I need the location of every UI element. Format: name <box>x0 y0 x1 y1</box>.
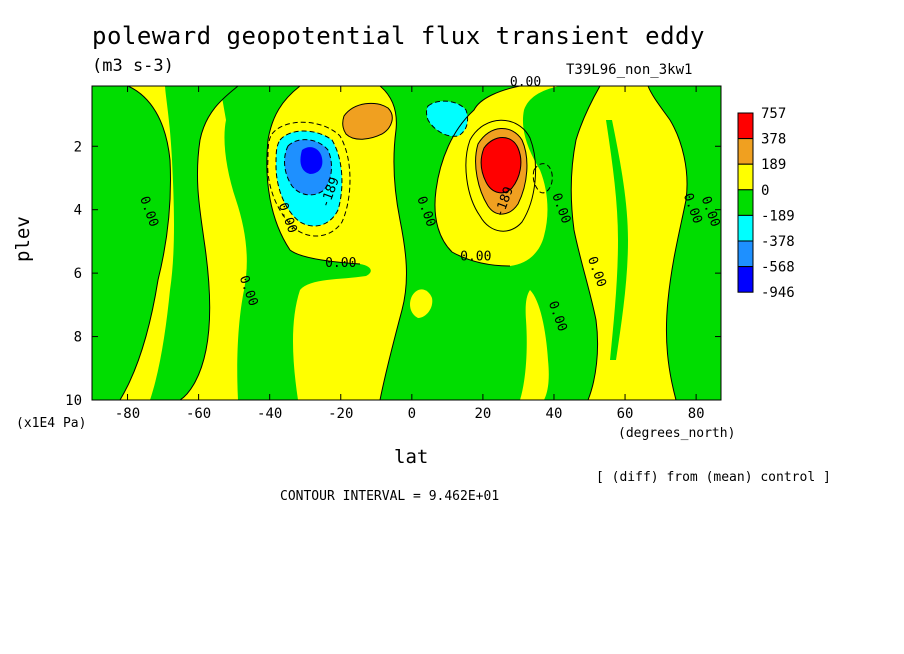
region-pos-island <box>410 289 433 318</box>
region-neg-core-peak <box>300 147 323 174</box>
contour-zero-6 <box>570 86 601 400</box>
region-neg-sh-polar <box>92 86 171 400</box>
diff-note: [ (diff) from (mean) control ] <box>596 470 831 485</box>
colorbar-swatch-6 <box>737 266 754 293</box>
y-axis-label: plev <box>12 216 34 262</box>
x-axis-units: (degrees_north) <box>618 426 736 441</box>
colorbar-label-5: -378 <box>761 234 795 250</box>
contour-label-0: 0.00 <box>510 75 541 90</box>
region-pos-band-east <box>520 290 549 400</box>
contour-neg-ne <box>532 163 553 194</box>
colorbar-label-7: -946 <box>761 285 795 301</box>
chart-title: poleward geopotential flux transient edd… <box>92 22 705 50</box>
contour-zero-4 <box>379 86 407 400</box>
y-tick-label-2: 6 <box>74 266 82 282</box>
x-tick-label-4: 0 <box>408 406 416 422</box>
colorbar-swatch-3 <box>737 189 754 216</box>
colorbar: 757 378 189 0 -189 -378 -568 -946 <box>737 106 795 301</box>
x-tick-label-2: -40 <box>257 406 282 422</box>
region-neg-sh-mid <box>220 86 371 400</box>
contour-zero-2 <box>179 86 239 400</box>
run-name: T39L96_non_3kw1 <box>566 62 693 78</box>
contour-label-5: 0.00 <box>325 256 356 271</box>
colorbar-label-3: 0 <box>761 183 769 199</box>
x-tick-label-8: 80 <box>688 406 705 422</box>
contour-neg-sh-3 <box>267 121 351 237</box>
contour-pos-nh-1 <box>475 128 528 215</box>
plot-frame <box>91 85 722 401</box>
colorbar-swatch-4 <box>737 214 754 242</box>
contour-label-8: 0.00 <box>460 249 491 264</box>
contour-zero-5 <box>434 86 521 267</box>
colorbar-swatch-0 <box>737 112 754 140</box>
y-axis-units: (x1E4 Pa) <box>16 416 87 431</box>
chart-units: (m3 s-3) <box>92 56 174 76</box>
region-neg-nh-thin <box>606 120 628 360</box>
colorbar-label-4: -189 <box>761 208 795 224</box>
colorbar-swatch-5 <box>737 240 754 268</box>
region-neg-nh-high <box>648 86 721 400</box>
region-pos-core-nh-inner <box>481 137 521 193</box>
x-tick-label-0: -80 <box>115 406 140 422</box>
x-axis-label: lat <box>394 446 429 468</box>
contour-pos-sh <box>342 102 393 140</box>
region-pos-core-sh <box>342 103 393 140</box>
x-tick-label-3: -20 <box>328 406 353 422</box>
contour-interval: CONTOUR INTERVAL = 9.462E+01 <box>280 489 500 504</box>
x-tick-label-1: -60 <box>186 406 211 422</box>
colorbar-swatch-1 <box>737 138 754 165</box>
y-tick-label-0: 2 <box>74 139 82 155</box>
region-neg-band-a <box>150 86 238 400</box>
contour-pos-nh-2 <box>480 137 522 194</box>
colorbar-label-0: 757 <box>761 106 786 122</box>
contour-pos-nh-3 <box>465 119 537 232</box>
colorbar-label-1: 378 <box>761 132 786 148</box>
region-neg-eq <box>380 86 600 400</box>
y-tick-label-3: 8 <box>74 330 82 346</box>
x-tick-label-6: 40 <box>546 406 563 422</box>
contour-zero-3 <box>266 86 361 265</box>
y-tick-label-1: 4 <box>74 203 82 219</box>
contour-zero-7 <box>647 86 688 400</box>
colorbar-label-2: 189 <box>761 157 786 173</box>
colorbar-label-6: -568 <box>761 260 795 276</box>
colorbar-swatch-2 <box>737 163 754 191</box>
x-tick-label-5: 20 <box>474 406 491 422</box>
x-axis: -80 -60 -40 -20 0 20 40 60 80 <box>115 86 705 422</box>
y-tick-label-4: 10 <box>65 393 82 409</box>
y-axis: 2 4 6 8 10 <box>65 139 721 409</box>
region-neg-upper <box>426 101 468 137</box>
x-tick-label-7: 60 <box>617 406 634 422</box>
contour-zero-1 <box>119 86 171 400</box>
